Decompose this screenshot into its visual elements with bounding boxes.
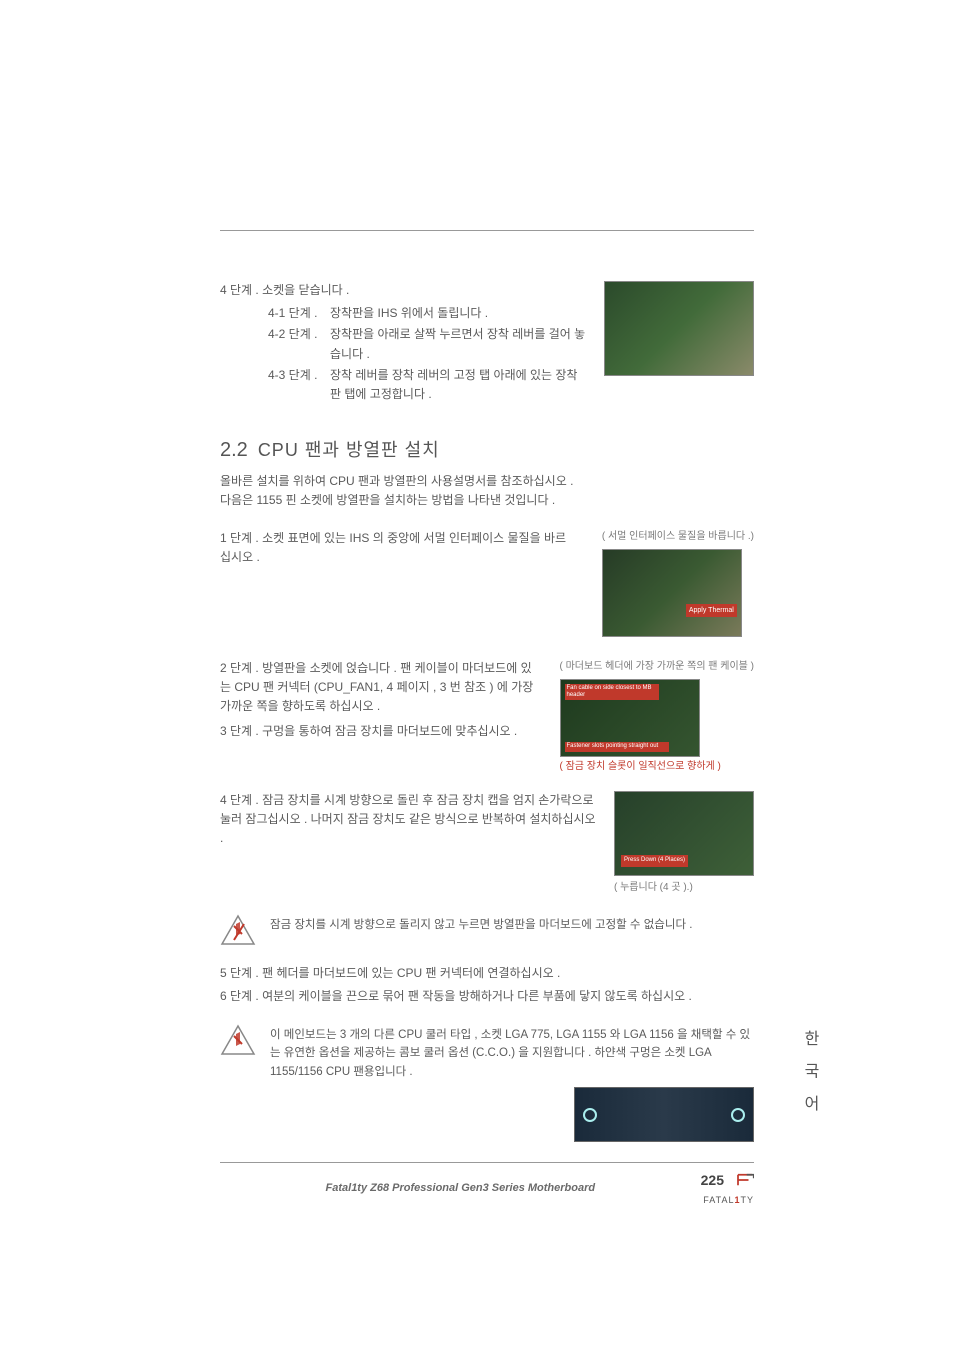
step2-text: 2 단계 . 방열판을 소켓에 얹습니다 . 팬 케이블이 마더보드에 있는 C… — [220, 659, 542, 717]
note1-row: 잠금 장치를 시계 방향으로 돌리지 않고 누르면 방열판을 마더보드에 고정할… — [220, 914, 754, 950]
step4-2: 4-2 단계 . 장착판을 아래로 살짝 누르면서 장착 레버를 걸어 놓습니다… — [268, 325, 586, 363]
note-icon — [220, 914, 256, 950]
step4b-image — [614, 791, 754, 876]
note2-row: 이 메인보드는 3 개의 다른 CPU 쿨러 타입 , 소켓 LGA 775, … — [220, 1024, 754, 1142]
brand-a: FATAL — [703, 1195, 734, 1205]
step4-2-label: 4-2 단계 . — [268, 325, 330, 363]
footer-title: Fatal1ty Z68 Professional Gen3 Series Mo… — [220, 1180, 701, 1198]
step2-caption2: ( 잠금 장치 슬롯이 일직선으로 향하게 ) — [560, 759, 721, 775]
section-title: CPU 팬과 방열판 설치 — [258, 436, 440, 465]
step4-3-text: 장착 레버를 장착 레버의 고정 탭 아래에 있는 장착판 탭에 고정합니다 . — [330, 366, 586, 404]
section-2-2-heading: 2.2 CPU 팬과 방열판 설치 — [220, 434, 754, 466]
logo-f-icon — [736, 1173, 754, 1187]
brand-c: TY — [740, 1195, 754, 1205]
step5-text: 5 단계 . 팬 헤더를 마더보드에 있는 CPU 팬 커넥터에 연결하십시오 … — [220, 964, 754, 983]
top-rule — [220, 230, 754, 231]
step2-3-row: 2 단계 . 방열판을 소켓에 얹습니다 . 팬 케이블이 마더보드에 있는 C… — [220, 659, 754, 775]
step4-3-label: 4-3 단계 . — [268, 366, 330, 404]
step1-text: 1 단계 . 소켓 표면에 있는 IHS 의 중앙에 서멀 인터페이스 물질을 … — [220, 529, 584, 567]
step1-caption: ( 서멀 인터페이스 물질을 바릅니다 .) — [602, 529, 754, 545]
section-intro-2: 다음은 1155 핀 소켓에 방열판을 설치하는 방법을 나타낸 것입니다 . — [220, 491, 754, 510]
note-icon-2 — [220, 1024, 256, 1060]
note2-image — [574, 1087, 754, 1142]
page-number: 225 — [701, 1169, 724, 1191]
step4-row: 4 단계 . 소켓을 닫습니다 . 4-1 단계 . 장착판을 IHS 위에서 … — [220, 281, 754, 406]
step4-3: 4-3 단계 . 장착 레버를 장착 레버의 고정 탭 아래에 있는 장착판 탭… — [268, 366, 586, 404]
step4-1: 4-1 단계 . 장착판을 IHS 위에서 돌립니다 . — [268, 304, 586, 323]
step4b-caption: ( 누릅니다 (4 곳 ).) — [614, 880, 693, 896]
step4-image — [604, 281, 754, 376]
step4b-text: 4 단계 . 잠금 장치를 시계 방향으로 돌린 후 잠금 장치 캡을 엄지 손… — [220, 791, 596, 849]
note2-text: 이 메인보드는 3 개의 다른 CPU 쿨러 타입 , 소켓 LGA 775, … — [270, 1026, 754, 1081]
step3-text: 3 단계 . 구멍을 통하여 잠금 장치를 마더보드에 맞추십시오 . — [220, 722, 542, 741]
step2-caption: ( 마더보드 헤더에 가장 가까운 쪽의 팬 케이블 ) — [560, 659, 755, 675]
step1-row: 1 단계 . 소켓 표면에 있는 IHS 의 중앙에 서멀 인터페이스 물질을 … — [220, 529, 754, 637]
language-tab: 한 국 어 — [796, 1030, 822, 1117]
brand-logo-text: FATAL1TY — [703, 1193, 754, 1207]
step2-image — [560, 679, 700, 757]
step6-text: 6 단계 . 여분의 케이블을 끈으로 묶어 팬 작동을 방해하거나 다른 부품… — [220, 987, 754, 1006]
page-footer: Fatal1ty Z68 Professional Gen3 Series Mo… — [220, 1162, 754, 1208]
section-intro-1: 올바른 설치를 위하여 CPU 팬과 방열판의 사용설명서를 참조하십시오 . — [220, 472, 754, 491]
step4b-row: 4 단계 . 잠금 장치를 시계 방향으로 돌린 후 잠금 장치 캡을 엄지 손… — [220, 791, 754, 900]
step1-image — [602, 549, 742, 637]
note1-text: 잠금 장치를 시계 방향으로 돌리지 않고 누르면 방열판을 마더보드에 고정할… — [270, 914, 754, 934]
step4-1-text: 장착판을 IHS 위에서 돌립니다 . — [330, 304, 586, 323]
step4-main: 4 단계 . 소켓을 닫습니다 . — [220, 281, 586, 300]
section-num: 2.2 — [220, 434, 248, 466]
step4-1-label: 4-1 단계 . — [268, 304, 330, 323]
step4-2-text: 장착판을 아래로 살짝 누르면서 장착 레버를 걸어 놓습니다 . — [330, 325, 586, 363]
